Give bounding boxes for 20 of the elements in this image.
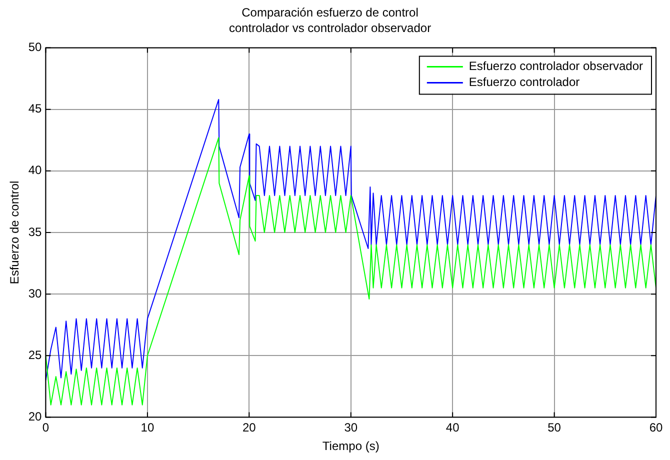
- x-tick-label: 40: [446, 420, 460, 435]
- x-tick-label: 0: [42, 420, 50, 435]
- x-tick-label: 50: [548, 420, 562, 435]
- y-tick-label: 25: [28, 348, 42, 362]
- y-axis-title: Esfuerzo de control: [8, 180, 22, 284]
- y-tick-label: 35: [28, 224, 42, 239]
- y-tick-label: 45: [28, 102, 42, 116]
- x-tick-label: 20: [242, 420, 256, 435]
- chart-title: Comparación esfuerzo de control: [242, 6, 418, 20]
- y-tick-label: 30: [28, 286, 42, 300]
- x-tick-label: 30: [344, 420, 358, 435]
- y-tick-label: 20: [28, 410, 42, 424]
- legend-label: Esfuerzo controlador: [468, 75, 580, 90]
- x-axis-title: Tiempo (s): [322, 439, 380, 454]
- y-tick-label: 50: [28, 40, 42, 54]
- x-tick-label: 60: [649, 420, 663, 435]
- x-tick-label: 10: [140, 420, 154, 435]
- legend-label: Esfuerzo controlador observador: [468, 59, 644, 74]
- chart-subtitle: controlador vs controlador observador: [228, 20, 432, 35]
- y-tick-label: 40: [28, 163, 42, 178]
